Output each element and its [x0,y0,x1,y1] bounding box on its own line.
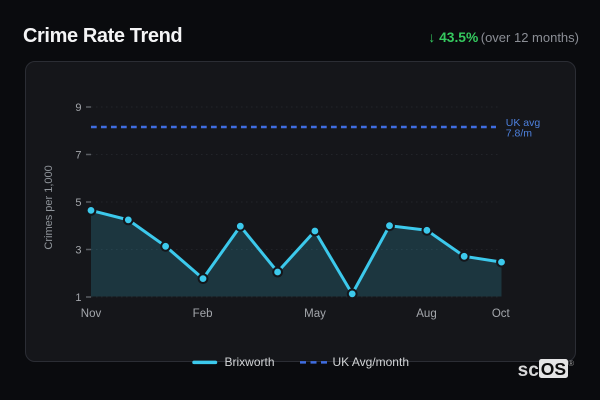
svg-text:Nov: Nov [81,308,102,320]
svg-text:7: 7 [75,149,81,161]
svg-text:1: 1 [75,292,81,304]
svg-text:UK avg: UK avg [506,117,541,129]
svg-text:Aug: Aug [416,308,436,320]
svg-text:7.8/m: 7.8/m [506,128,533,140]
svg-text:May: May [304,308,326,320]
svg-text:5: 5 [75,197,81,209]
svg-text:Brixworth: Brixworth [225,355,275,369]
svg-text:Oct: Oct [492,308,511,320]
svg-text:9: 9 [75,102,81,114]
svg-text:UK Avg/month: UK Avg/month [333,355,410,369]
svg-text:Feb: Feb [193,308,213,320]
svg-text:Crimes per 1,000: Crimes per 1,000 [43,165,55,249]
svg-text:3: 3 [75,244,81,256]
